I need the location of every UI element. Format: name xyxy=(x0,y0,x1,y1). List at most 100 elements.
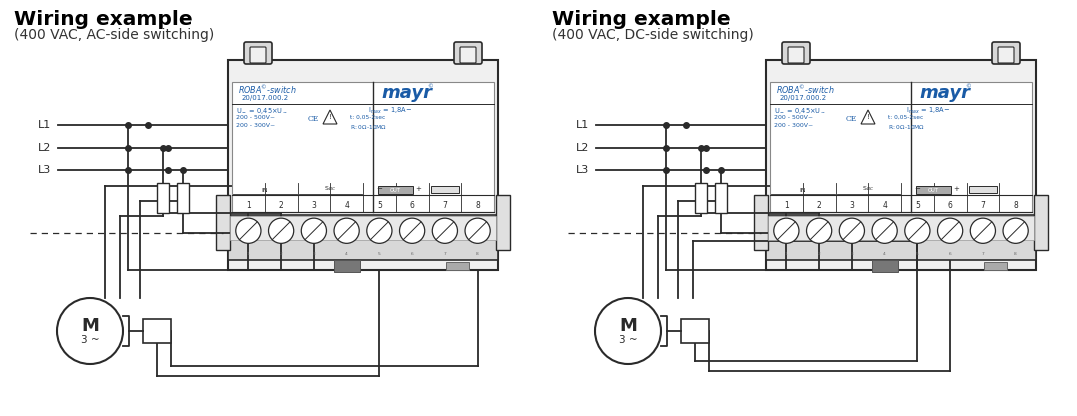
Text: −: − xyxy=(376,186,382,192)
Bar xyxy=(228,60,498,270)
Circle shape xyxy=(595,298,661,364)
Text: 200 - 300V~: 200 - 300V~ xyxy=(236,123,276,128)
FancyBboxPatch shape xyxy=(244,42,272,64)
Text: mayr: mayr xyxy=(381,84,433,102)
Text: R: 0$\Omega$-10M$\Omega$: R: 0$\Omega$-10M$\Omega$ xyxy=(350,123,387,131)
Bar xyxy=(446,262,468,270)
Text: 8: 8 xyxy=(475,201,480,210)
FancyBboxPatch shape xyxy=(454,42,482,64)
Text: 5: 5 xyxy=(377,201,382,210)
Circle shape xyxy=(905,218,929,243)
Text: 1: 1 xyxy=(784,201,788,210)
Text: I$_{max}$ = 1,8A$-$: I$_{max}$ = 1,8A$-$ xyxy=(906,106,950,116)
Text: mayr: mayr xyxy=(920,84,970,102)
Text: 20/017.000.2: 20/017.000.2 xyxy=(242,95,289,101)
Circle shape xyxy=(1003,218,1029,243)
Text: S$_{DC}$: S$_{DC}$ xyxy=(862,184,875,193)
Circle shape xyxy=(937,218,963,243)
Circle shape xyxy=(773,218,799,243)
Text: +: + xyxy=(953,186,959,192)
Text: 7: 7 xyxy=(981,252,984,256)
Text: 1: 1 xyxy=(246,201,251,210)
Text: Wiring example: Wiring example xyxy=(14,10,193,29)
Text: 4: 4 xyxy=(882,201,887,210)
Text: I$_{max}$ = 1,8A$-$: I$_{max}$ = 1,8A$-$ xyxy=(368,106,412,116)
Text: CE: CE xyxy=(308,115,319,123)
Text: 4: 4 xyxy=(346,252,348,256)
Bar xyxy=(157,183,169,213)
Text: Wiring example: Wiring example xyxy=(553,10,730,29)
Text: 2: 2 xyxy=(816,201,822,210)
Bar xyxy=(754,195,768,250)
Text: L1: L1 xyxy=(576,120,589,130)
Text: OUT: OUT xyxy=(928,188,939,193)
Circle shape xyxy=(236,218,261,243)
Text: 3: 3 xyxy=(850,201,854,210)
Text: 1: 1 xyxy=(247,252,250,256)
Text: R: 0$\Omega$-10M$\Omega$: R: 0$\Omega$-10M$\Omega$ xyxy=(889,123,925,131)
Bar xyxy=(766,60,1036,270)
Text: 3: 3 xyxy=(311,201,317,210)
Text: 8: 8 xyxy=(476,252,479,256)
Text: 3: 3 xyxy=(312,252,316,256)
Text: 2: 2 xyxy=(817,252,821,256)
Bar xyxy=(871,260,898,272)
Text: ROBA$^{\copyright}$-switch: ROBA$^{\copyright}$-switch xyxy=(777,84,835,97)
Circle shape xyxy=(367,218,392,243)
Circle shape xyxy=(970,218,995,243)
Text: 3: 3 xyxy=(851,252,853,256)
FancyBboxPatch shape xyxy=(788,47,805,63)
FancyBboxPatch shape xyxy=(998,47,1015,63)
Bar xyxy=(431,186,459,193)
Text: (400 VAC, DC-side switching): (400 VAC, DC-side switching) xyxy=(553,28,754,42)
Text: 6: 6 xyxy=(409,201,415,210)
Text: 6: 6 xyxy=(410,252,414,256)
Bar xyxy=(681,319,709,343)
FancyBboxPatch shape xyxy=(250,47,266,63)
Text: t: 0,05-2sec: t: 0,05-2sec xyxy=(889,115,923,120)
Bar xyxy=(768,216,1034,240)
Polygon shape xyxy=(323,110,337,124)
Text: 7: 7 xyxy=(444,252,446,256)
Bar xyxy=(917,186,951,194)
Text: 3 ~: 3 ~ xyxy=(618,335,638,345)
Text: 7: 7 xyxy=(443,201,447,210)
Text: 20/017.000.2: 20/017.000.2 xyxy=(780,95,827,101)
Text: CE: CE xyxy=(847,115,857,123)
Text: +: + xyxy=(415,186,421,192)
Text: L2: L2 xyxy=(38,143,52,153)
Bar xyxy=(334,260,360,272)
Text: 7: 7 xyxy=(980,201,985,210)
Text: U$_-$ = 0,45$\times$U$_\sim$: U$_-$ = 0,45$\times$U$_\sim$ xyxy=(236,106,288,116)
Circle shape xyxy=(839,218,865,243)
Text: ROBA$^{\copyright}$-switch: ROBA$^{\copyright}$-switch xyxy=(238,84,296,97)
Text: U$_-$ = 0,45$\times$U$_\sim$: U$_-$ = 0,45$\times$U$_\sim$ xyxy=(774,106,826,116)
Text: 4: 4 xyxy=(883,252,886,256)
Text: M: M xyxy=(81,317,99,335)
Circle shape xyxy=(872,218,897,243)
Circle shape xyxy=(400,218,424,243)
Text: 200 - 300V~: 200 - 300V~ xyxy=(774,123,813,128)
Text: M: M xyxy=(619,317,637,335)
Bar xyxy=(770,82,1032,212)
Text: 200 - 500V~: 200 - 500V~ xyxy=(236,115,275,120)
FancyBboxPatch shape xyxy=(782,42,810,64)
Bar xyxy=(1034,195,1048,250)
Text: $^{\copyright}$: $^{\copyright}$ xyxy=(428,84,434,93)
Text: OUT: OUT xyxy=(390,188,402,193)
Circle shape xyxy=(432,218,458,243)
Text: 8: 8 xyxy=(1015,252,1017,256)
Bar xyxy=(968,186,997,193)
Bar xyxy=(232,82,494,212)
Text: 6: 6 xyxy=(949,252,951,256)
Text: 5: 5 xyxy=(915,201,920,210)
Bar xyxy=(228,215,498,260)
Text: 8: 8 xyxy=(1013,201,1018,210)
Text: 6: 6 xyxy=(948,201,952,210)
FancyBboxPatch shape xyxy=(460,47,476,63)
Circle shape xyxy=(302,218,326,243)
Polygon shape xyxy=(861,110,875,124)
Circle shape xyxy=(807,218,831,243)
Text: 1: 1 xyxy=(785,252,787,256)
Text: $^{\copyright}$: $^{\copyright}$ xyxy=(965,84,973,93)
